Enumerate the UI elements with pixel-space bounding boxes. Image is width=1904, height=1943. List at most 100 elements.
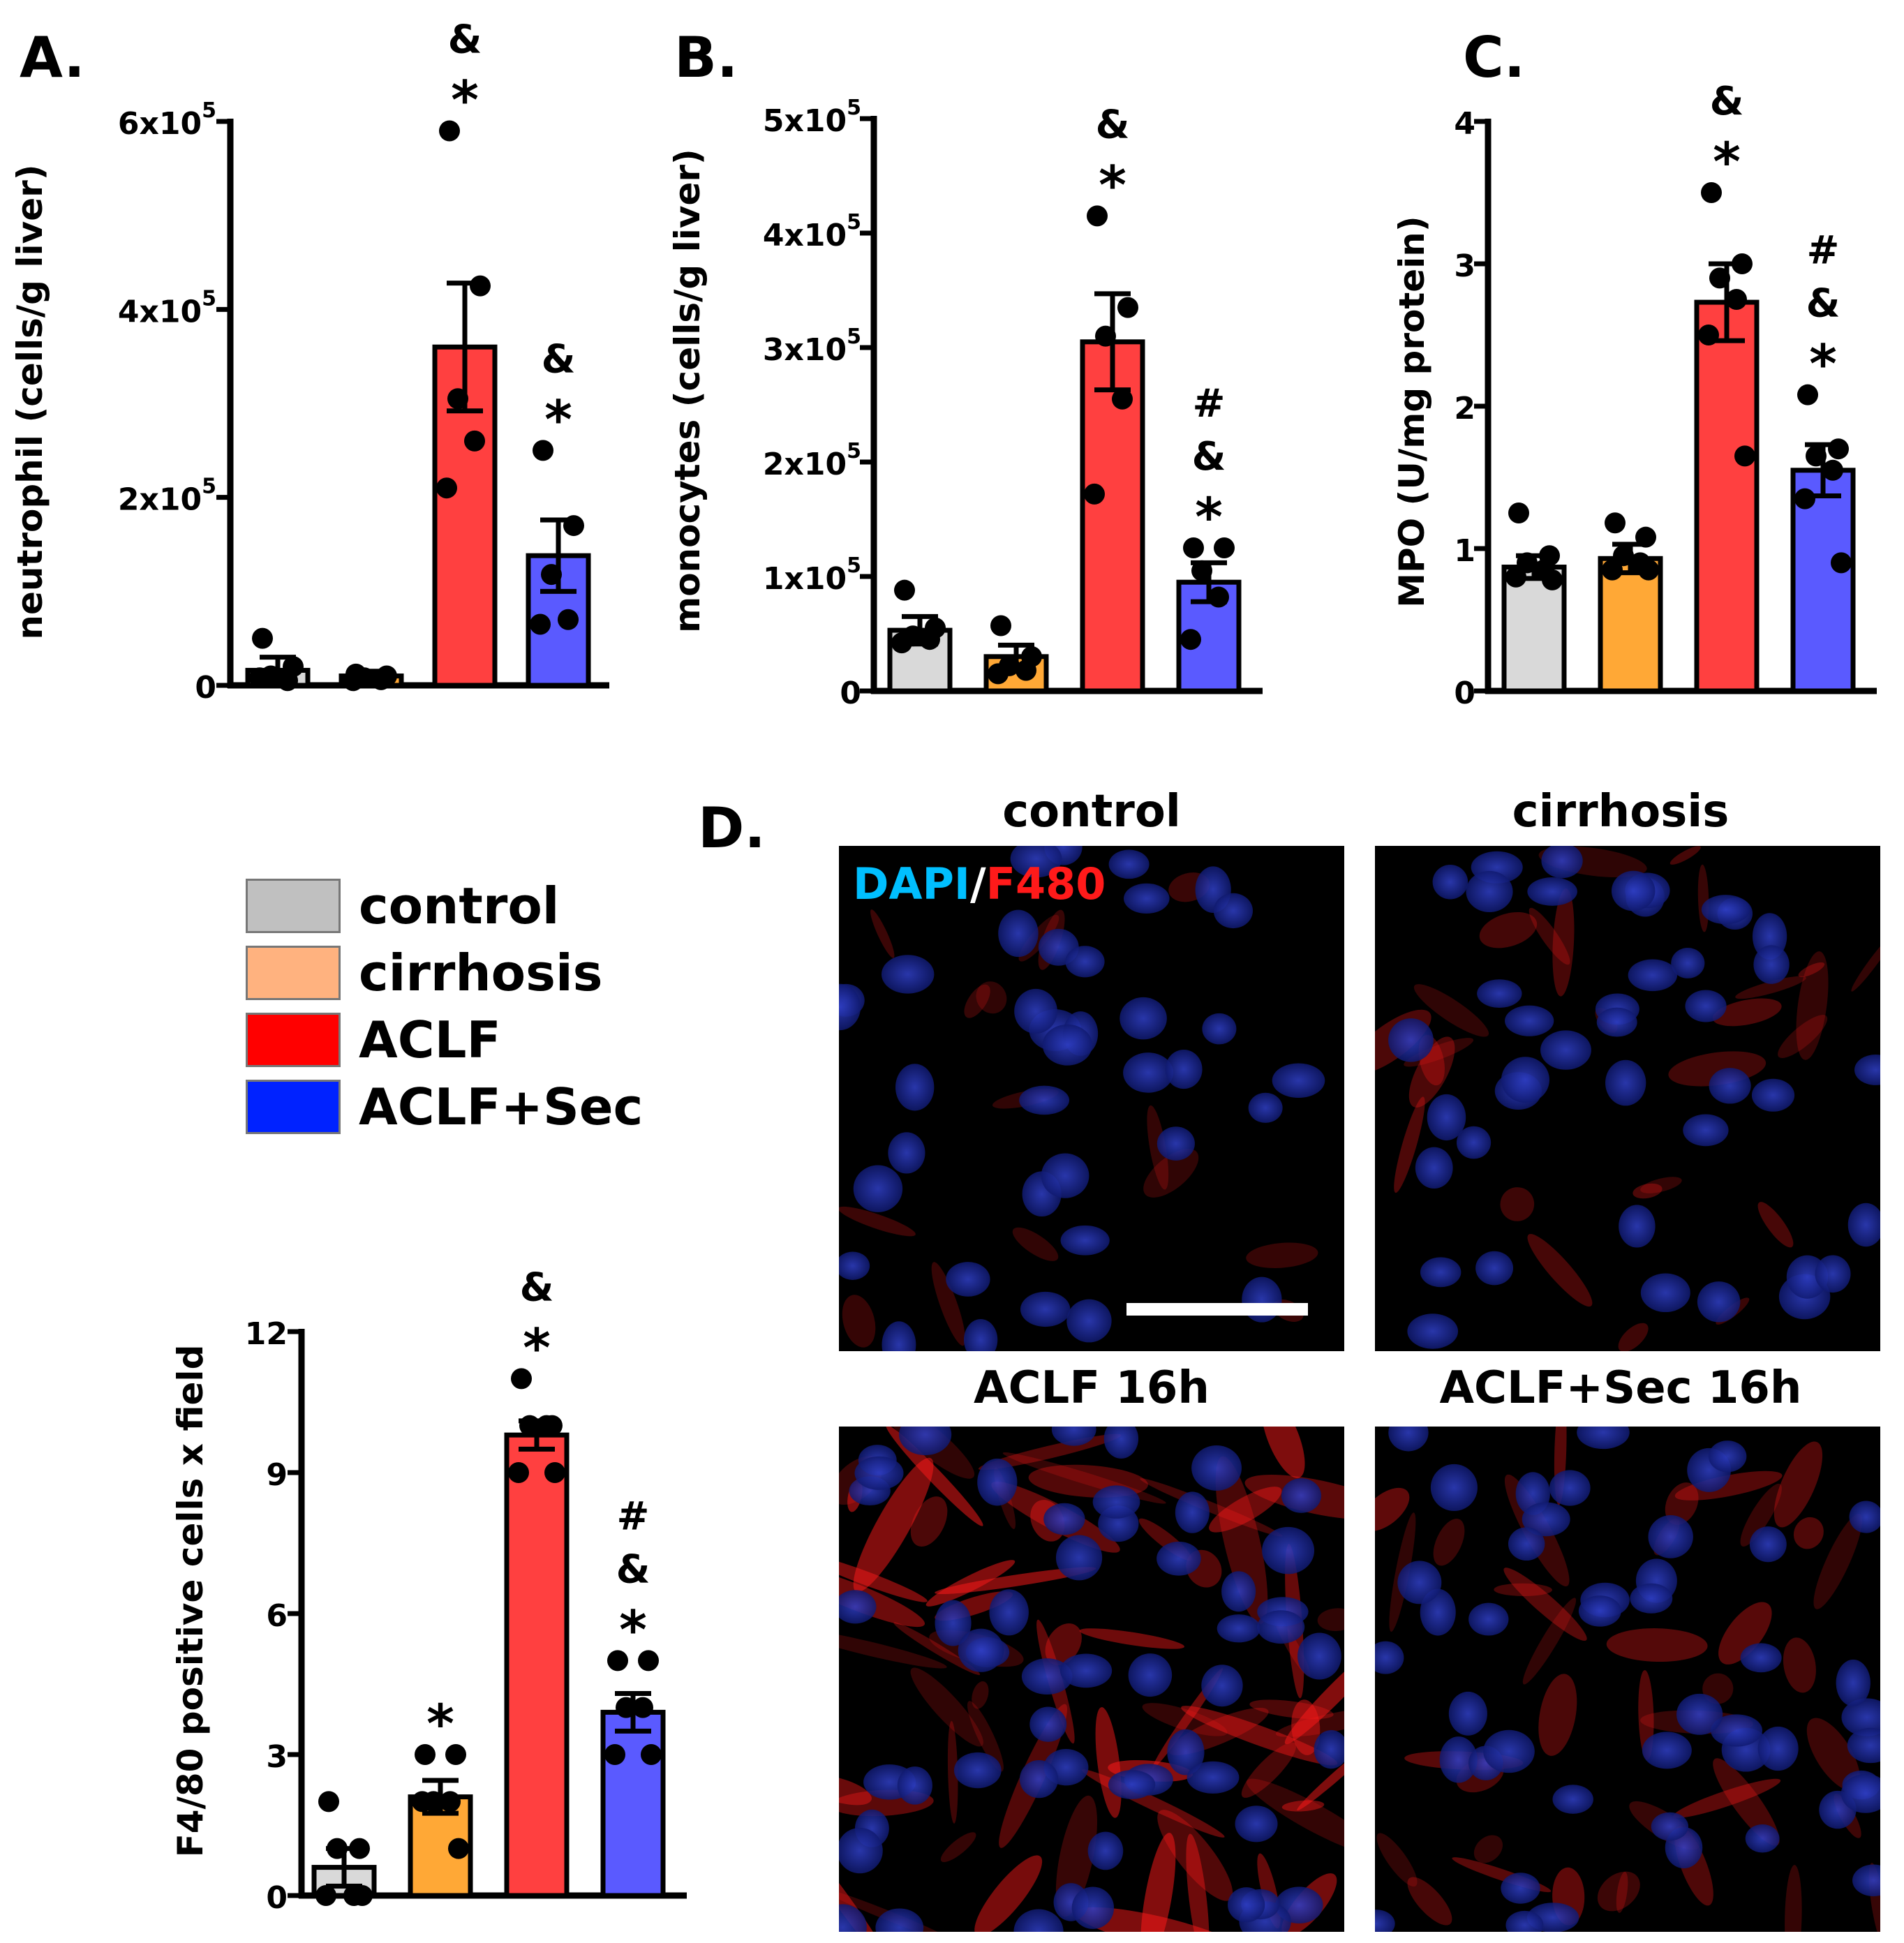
- nucleus: [1651, 1812, 1689, 1841]
- nucleus: [964, 1319, 998, 1351]
- significance-mark: &: [448, 17, 482, 62]
- nucleus: [1596, 1007, 1637, 1037]
- f480-stain: [1261, 1427, 1305, 1478]
- f480-stain: [1275, 1706, 1344, 1737]
- f480-stain: [1606, 1628, 1708, 1662]
- nucleus: [1120, 997, 1167, 1040]
- f480-stain: [1433, 1519, 1465, 1566]
- y-tick-label-base: 3: [1454, 248, 1475, 284]
- f480-stain: [1317, 1608, 1344, 1631]
- data-point-control: [1542, 569, 1563, 590]
- panel-label-d: D.: [698, 796, 766, 861]
- nucleus: [1167, 1729, 1205, 1776]
- nucleus: [1087, 1831, 1124, 1870]
- data-point-cirrhosis: [990, 615, 1011, 636]
- data-point-aclf: [536, 1415, 557, 1436]
- legend-swatch-control: [246, 879, 341, 933]
- significance-mark: *: [544, 388, 572, 450]
- f480-stain: [1640, 1177, 1682, 1193]
- data-point-aclf-sec: [1806, 445, 1827, 467]
- nucleus: [1671, 948, 1705, 978]
- data-point-aclf-sec: [1214, 537, 1235, 558]
- f480-stain: [1616, 1871, 1628, 1913]
- data-point-aclf-sec: [1822, 459, 1843, 481]
- f480-stain: [1215, 1456, 1268, 1624]
- y-tick-label: 2: [1454, 391, 1475, 426]
- data-point-aclf-sec: [1794, 488, 1815, 509]
- significance-mark: *: [1195, 486, 1223, 548]
- nucleus: [977, 1458, 1018, 1506]
- y-tick-label-exponent: 5: [847, 553, 861, 578]
- nucleus: [1541, 846, 1583, 879]
- data-point-cirrhosis: [1635, 526, 1656, 548]
- nucleus: [958, 1628, 1004, 1672]
- nucleus: [1740, 1643, 1782, 1673]
- y-tick-label-base: 4: [1454, 106, 1475, 142]
- f480-stain: [1778, 1015, 1828, 1059]
- nucleus: [1468, 1602, 1509, 1636]
- nucleus: [1123, 1052, 1174, 1093]
- nucleus: [1840, 1773, 1880, 1813]
- significance-mark: &: [1192, 434, 1226, 479]
- significance-mark: #: [1807, 228, 1840, 274]
- data-point-aclf: [1726, 289, 1747, 310]
- nucleus: [1749, 1526, 1787, 1563]
- significance-mark: #: [1193, 381, 1226, 426]
- significance-mark: &: [520, 1265, 554, 1310]
- nucleus: [1248, 1092, 1283, 1123]
- data-point-control: [277, 670, 298, 692]
- data-point-control: [352, 1885, 373, 1906]
- nucleus: [1505, 1910, 1544, 1932]
- panel-label-b: B.: [674, 25, 738, 90]
- data-point-control: [1508, 502, 1529, 523]
- nucleus: [1427, 1094, 1466, 1141]
- nucleus: [1388, 1018, 1434, 1062]
- nucleus: [1630, 1583, 1673, 1614]
- nucleus: [1156, 1126, 1195, 1161]
- data-point-aclf: [519, 1415, 540, 1436]
- data-point-aclf-sec: [1208, 586, 1229, 608]
- f480-stain: [1209, 1487, 1282, 1533]
- f480-stain: [870, 909, 895, 958]
- f480-stain: [1538, 1674, 1577, 1756]
- y-tick-label: 4: [1454, 106, 1475, 142]
- f480-stain: [1697, 864, 1709, 932]
- f480-stain: [1241, 1742, 1296, 1798]
- nucleus: [839, 1904, 867, 1932]
- nucleus: [989, 1589, 1029, 1636]
- data-point-aclf: [1698, 325, 1719, 345]
- f480-stain: [1284, 1641, 1344, 1744]
- f480-stain: [1281, 1800, 1325, 1812]
- nucleus: [1407, 1313, 1459, 1349]
- significance-mark: *: [1713, 131, 1741, 193]
- f480-stain: [1079, 1628, 1185, 1649]
- nucleus: [1156, 1541, 1201, 1576]
- nucleus: [1060, 1225, 1110, 1256]
- nucleus: [1753, 945, 1790, 984]
- f480-stain: [1712, 998, 1782, 1027]
- y-tick-label-base: 0: [266, 1880, 288, 1916]
- nucleus: [1059, 1653, 1113, 1688]
- significance-mark: *: [619, 1598, 647, 1660]
- nucleus: [1191, 1445, 1242, 1491]
- f480-stain: [1297, 1735, 1344, 1811]
- data-point-aclf: [511, 1368, 532, 1390]
- nucleus: [1847, 1203, 1880, 1247]
- f480-stain: [1806, 1718, 1861, 1791]
- data-point-control: [919, 629, 940, 650]
- nucleus: [1430, 1464, 1478, 1512]
- legend-item-aclf-sec: ACLF+Sec: [246, 1073, 643, 1140]
- data-point-control: [1505, 566, 1526, 588]
- micrograph-title-cirrhosis: cirrhosis: [1512, 786, 1730, 838]
- nucleus: [1540, 1030, 1591, 1070]
- legend-label-aclf: ACLF: [359, 1011, 501, 1069]
- nucleus: [1019, 1759, 1059, 1799]
- significance-mark: &: [1806, 281, 1840, 327]
- f480-stain: [1757, 1202, 1794, 1248]
- y-tick-label-base: 1x10: [763, 561, 847, 597]
- data-point-aclf: [1117, 297, 1138, 318]
- nucleus: [1257, 1610, 1305, 1644]
- data-point-aclf-sec: [1828, 438, 1849, 460]
- nucleus: [1432, 865, 1468, 900]
